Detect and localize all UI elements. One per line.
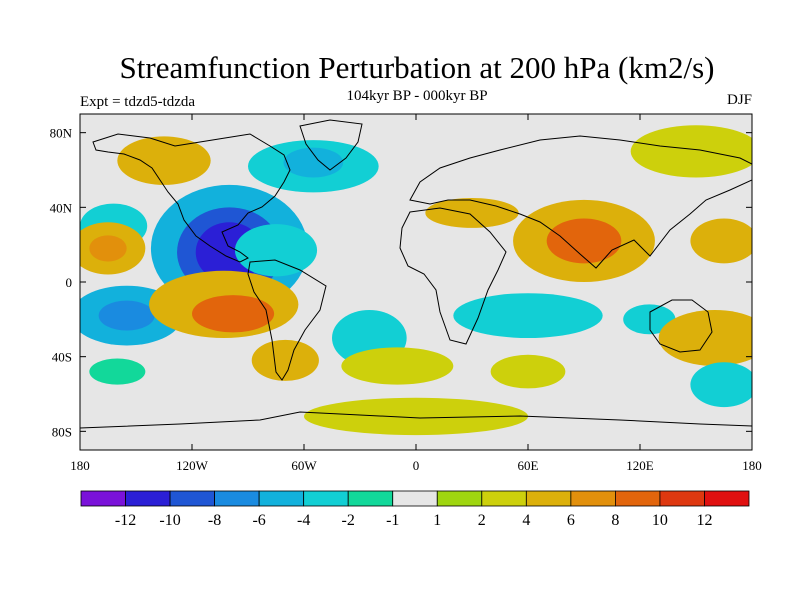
- colorbar-label-7: 1: [433, 512, 441, 529]
- lon-tick-label-0: 180: [70, 458, 90, 473]
- lat-tick-label-0: 80N: [50, 126, 73, 141]
- colorbar-swatch-10: [525, 490, 572, 507]
- field-blob-22: [117, 136, 211, 185]
- field-blob-13: [453, 293, 603, 338]
- colorbar-label-1: -10: [159, 512, 180, 529]
- colorbar-label-3: -6: [252, 512, 265, 529]
- field-blob-24: [89, 358, 146, 385]
- coast-australia: [649, 299, 713, 353]
- coast-north-america: [92, 133, 291, 263]
- coast-antarctica: [80, 411, 752, 429]
- colorbar-swatch-8: [436, 490, 483, 507]
- colorbar-label-5: -2: [342, 512, 355, 529]
- coastlines: [80, 119, 752, 429]
- season-label: DJF: [726, 92, 752, 108]
- coast-africa: [399, 207, 507, 345]
- colorbar-swatch-6: [347, 490, 394, 507]
- field-blob-26: [690, 362, 752, 408]
- lat-tick-label-3: 40S: [52, 350, 72, 365]
- lon-tick-label-2: 60W: [291, 458, 317, 473]
- field-blob-14: [623, 304, 676, 335]
- colorbar-swatch-11: [570, 490, 616, 507]
- colorbar-swatch-14: [704, 490, 750, 507]
- lon-tick-label-1: 120W: [176, 458, 209, 473]
- colorbar-swatch-5: [303, 490, 349, 507]
- field-blob-18: [658, 310, 752, 366]
- colorbar-swatch-2: [169, 490, 215, 507]
- lon-tick-label-5: 120E: [626, 458, 654, 473]
- colorbar-swatch-7: [392, 490, 438, 507]
- colorbar-label-9: 4: [522, 512, 530, 529]
- lon-tick-label-3: 0: [413, 458, 420, 473]
- field-blob-17: [690, 218, 752, 264]
- experiment-label: Expt = tdzd5-tdzda: [80, 94, 196, 110]
- lon-tick-label-6: 180: [742, 458, 762, 473]
- colorbar-swatch-12: [615, 490, 661, 507]
- coast-eurasia: [409, 135, 752, 269]
- map-title: Streamfunction Perturbation at 200 hPa (…: [119, 50, 715, 85]
- field-blob-16: [546, 218, 622, 264]
- colorbar-swatch-1: [125, 490, 171, 507]
- lat-tick-label-1: 40N: [50, 200, 73, 215]
- coast-south-america: [247, 259, 327, 381]
- map-subtitle: 104kyr BP - 000kyr BP: [346, 88, 488, 104]
- colorbar-swatch-9: [481, 490, 527, 507]
- field-blob-25: [490, 354, 566, 389]
- axis-ticks: 80N 40N 0 40S 80S 180 120W 60W 0 60E 120E 180: [50, 114, 762, 473]
- colorbar-swatch-4: [258, 490, 305, 507]
- colorbar-swatch-3: [214, 490, 260, 507]
- colorbar-label-13: 12: [696, 512, 712, 529]
- colorbar-label-6: -1: [386, 512, 399, 529]
- field-blob-3: [234, 224, 318, 277]
- lat-tick-label-2: 0: [66, 275, 73, 290]
- field-blob-21: [283, 147, 344, 178]
- field-blob-28: [304, 397, 528, 436]
- colorbar-label-11: 8: [611, 512, 619, 529]
- field-blob-8: [89, 235, 127, 262]
- field-blob-6: [98, 300, 155, 331]
- colorbar-label-2: -8: [208, 512, 221, 529]
- colorbar: -12 -10 -8 -6 -4 -2 -1 1 2 4 6 8 10 12: [80, 490, 750, 529]
- field-blob-11: [251, 339, 319, 381]
- field-blob-10: [192, 295, 275, 333]
- colorbar-label-0: -12: [115, 512, 136, 529]
- colorbar-label-4: -4: [297, 512, 310, 529]
- field-blob-23: [630, 125, 752, 178]
- colorbar-swatch-0: [80, 490, 126, 507]
- lon-tick-label-4: 60E: [518, 458, 539, 473]
- field-blob-19: [425, 198, 519, 228]
- colorbar-label-10: 6: [567, 512, 575, 529]
- colorbar-swatch-13: [659, 490, 705, 507]
- lat-tick-label-4: 80S: [52, 424, 72, 439]
- colorbar-label-8: 2: [478, 512, 486, 529]
- coast-greenland: [299, 119, 363, 171]
- colorbar-label-12: 10: [652, 512, 668, 529]
- field-blob-27: [341, 347, 454, 385]
